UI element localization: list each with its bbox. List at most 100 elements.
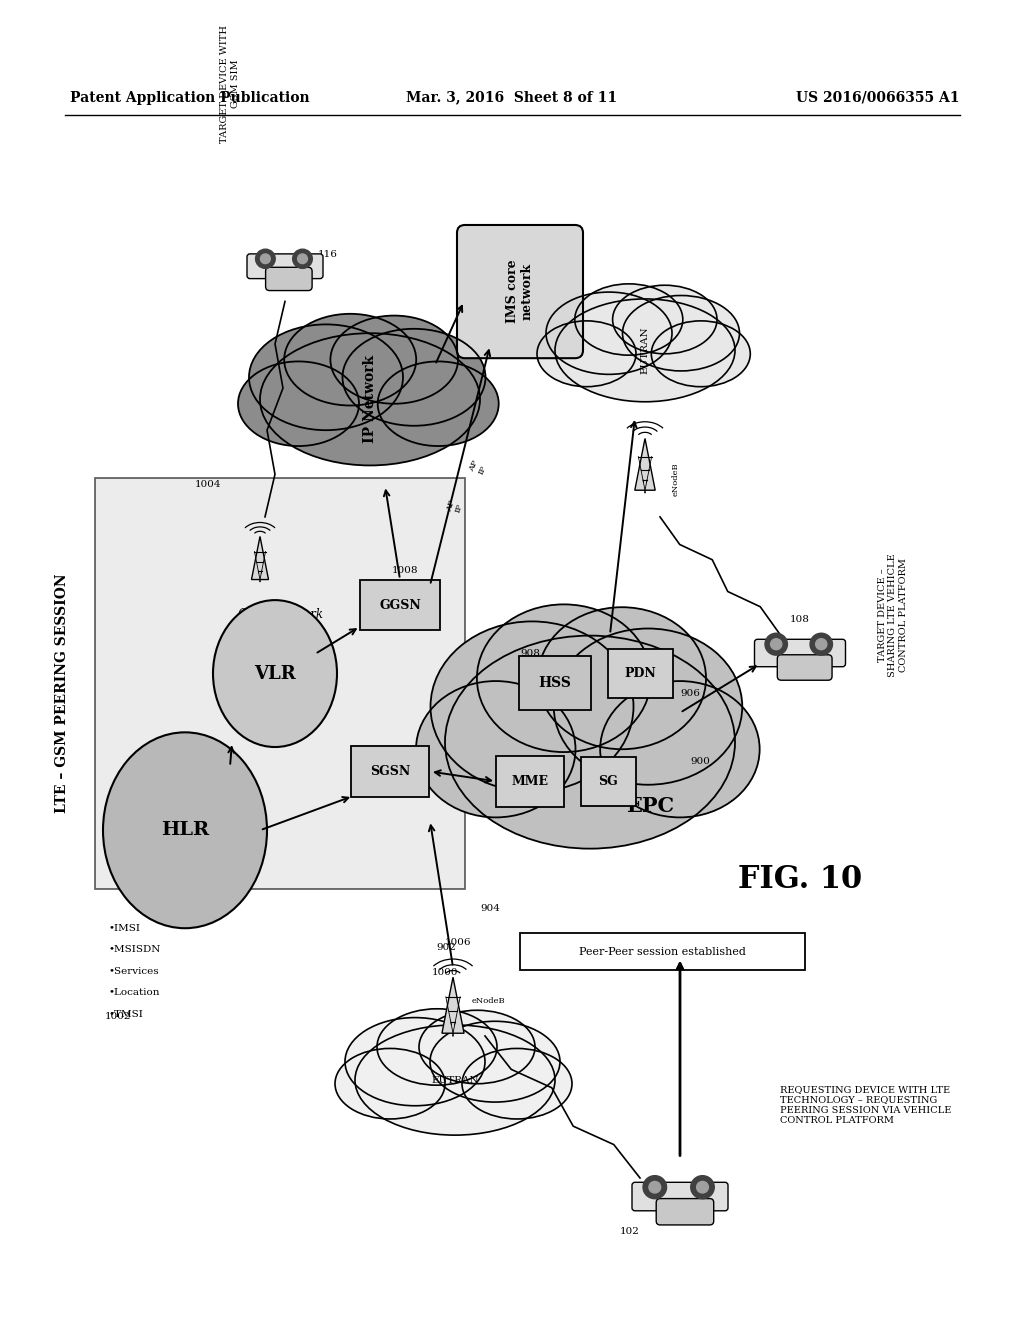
Ellipse shape [430, 622, 634, 792]
Ellipse shape [260, 333, 480, 466]
Polygon shape [252, 536, 268, 579]
Ellipse shape [574, 284, 683, 355]
Ellipse shape [355, 1024, 555, 1135]
Ellipse shape [554, 628, 742, 784]
Text: 116: 116 [318, 249, 338, 259]
Circle shape [691, 1176, 715, 1199]
Ellipse shape [477, 605, 651, 752]
Text: EUTRAN: EUTRAN [431, 1076, 479, 1085]
Ellipse shape [651, 321, 751, 387]
Text: REQUESTING DEVICE WITH LTE
TECHNOLOGY – REQUESTING
PEERING SESSION VIA VEHICLE
C: REQUESTING DEVICE WITH LTE TECHNOLOGY – … [780, 1085, 951, 1125]
FancyBboxPatch shape [457, 224, 583, 358]
Ellipse shape [538, 607, 706, 750]
Circle shape [816, 639, 826, 649]
FancyBboxPatch shape [496, 756, 564, 807]
Text: US 2016/0066355 A1: US 2016/0066355 A1 [797, 91, 961, 104]
FancyBboxPatch shape [265, 267, 312, 290]
Ellipse shape [377, 1008, 497, 1085]
Text: TARGET DEVICE WITH
GSM SIM: TARGET DEVICE WITH GSM SIM [220, 25, 240, 143]
Ellipse shape [238, 362, 359, 446]
Ellipse shape [103, 733, 267, 928]
Text: 1008: 1008 [392, 566, 419, 576]
Text: VLR: VLR [254, 664, 296, 682]
Ellipse shape [335, 1048, 445, 1119]
Circle shape [649, 1181, 660, 1193]
Text: 900: 900 [690, 758, 710, 766]
Text: 1004: 1004 [195, 480, 221, 488]
Text: 902: 902 [436, 944, 456, 952]
FancyBboxPatch shape [755, 639, 846, 667]
Text: SGSN: SGSN [370, 766, 411, 777]
Text: HLR: HLR [161, 821, 209, 840]
Circle shape [643, 1176, 667, 1199]
FancyBboxPatch shape [351, 746, 429, 797]
Circle shape [256, 249, 275, 268]
Ellipse shape [546, 292, 672, 375]
Text: 906: 906 [680, 689, 699, 698]
Text: •IMSI: •IMSI [108, 924, 140, 933]
Text: GGSN: GGSN [379, 598, 421, 611]
Circle shape [810, 634, 833, 655]
Text: eNodeB: eNodeB [672, 462, 680, 495]
Text: HSS: HSS [539, 676, 571, 690]
Ellipse shape [600, 681, 760, 817]
Ellipse shape [249, 325, 403, 430]
Text: Patent Application Publication: Patent Application Publication [70, 91, 309, 104]
Circle shape [293, 249, 312, 268]
FancyBboxPatch shape [632, 1183, 728, 1210]
FancyBboxPatch shape [360, 579, 440, 631]
Ellipse shape [555, 298, 735, 401]
Ellipse shape [445, 636, 735, 849]
Text: Mar. 3, 2016  Sheet 8 of 11: Mar. 3, 2016 Sheet 8 of 11 [407, 91, 617, 104]
Circle shape [771, 639, 781, 649]
Text: 1002: 1002 [105, 1012, 131, 1020]
Circle shape [298, 253, 307, 264]
Circle shape [260, 253, 270, 264]
FancyBboxPatch shape [95, 478, 465, 890]
Ellipse shape [430, 1022, 560, 1102]
FancyBboxPatch shape [520, 933, 805, 970]
Ellipse shape [612, 285, 717, 354]
Ellipse shape [378, 362, 499, 446]
Ellipse shape [213, 601, 337, 747]
Text: 908: 908 [520, 649, 540, 659]
FancyBboxPatch shape [519, 656, 591, 710]
Ellipse shape [345, 1018, 485, 1106]
Text: 1006: 1006 [445, 939, 471, 948]
Text: IMS core
network: IMS core network [506, 260, 534, 323]
Text: •MSISDN: •MSISDN [108, 945, 161, 954]
Text: AP
IP: AP IP [468, 459, 488, 477]
Ellipse shape [537, 321, 636, 387]
Text: MME: MME [512, 775, 549, 788]
Ellipse shape [416, 681, 575, 817]
Text: eNodeB: eNodeB [472, 997, 506, 1005]
Circle shape [765, 634, 787, 655]
Ellipse shape [462, 1048, 572, 1119]
Ellipse shape [285, 314, 416, 405]
Text: AP
IP: AP IP [445, 499, 465, 515]
Text: Peer-Peer session established: Peer-Peer session established [579, 946, 745, 957]
FancyBboxPatch shape [656, 1199, 714, 1225]
FancyBboxPatch shape [247, 253, 323, 279]
Text: PDN: PDN [624, 667, 656, 680]
Ellipse shape [342, 329, 485, 426]
Text: EPC: EPC [626, 796, 674, 816]
Text: IP Network: IP Network [362, 355, 377, 444]
Text: 904: 904 [480, 904, 500, 913]
Circle shape [696, 1181, 709, 1193]
Text: LTE – GSM PEERING SESSION: LTE – GSM PEERING SESSION [55, 573, 69, 813]
Text: GSM Network: GSM Network [238, 609, 323, 622]
Text: SG: SG [598, 775, 617, 788]
Ellipse shape [331, 315, 458, 404]
FancyBboxPatch shape [777, 655, 833, 680]
Text: EUTRAN: EUTRAN [640, 326, 649, 374]
Text: 108: 108 [790, 615, 810, 624]
Text: 1000: 1000 [432, 968, 459, 977]
Polygon shape [635, 438, 655, 490]
Text: •Services: •Services [108, 966, 159, 975]
Polygon shape [442, 977, 464, 1034]
Text: •Location: •Location [108, 989, 160, 998]
Text: 102: 102 [620, 1228, 640, 1237]
Ellipse shape [419, 1010, 535, 1084]
Ellipse shape [623, 296, 739, 371]
